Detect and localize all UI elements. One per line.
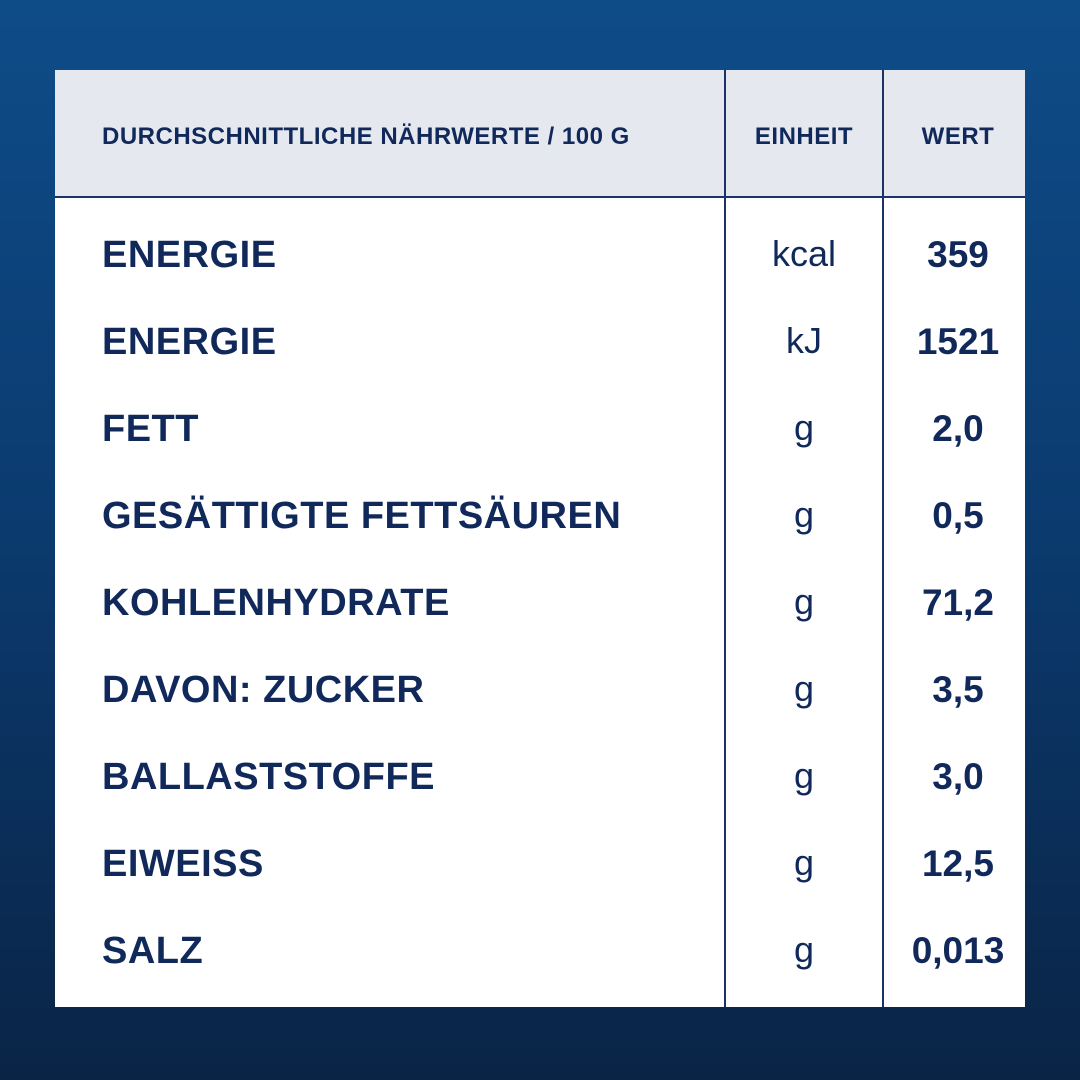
unit-cell: kcal [771, 233, 837, 274]
column-divider [882, 70, 884, 1007]
nutrient-label: FETT [102, 408, 199, 450]
nutrient-label: DAVON: ZUCKER [102, 669, 425, 711]
table-header [55, 70, 1025, 198]
value-cell: 0,013 [911, 930, 1005, 971]
unit-cell: g [793, 494, 815, 535]
value-cell: 12,5 [921, 843, 994, 884]
value-cell: 2,0 [932, 408, 984, 449]
unit-cell: g [793, 842, 815, 883]
header-cell: WERT [921, 123, 995, 150]
unit-cell: kJ [786, 320, 822, 361]
value-cell: 0,5 [932, 495, 984, 536]
nutrient-label: BALLASTSTOFFE [102, 756, 436, 798]
nutrient-label: GESÄTTIGTE FETTSÄUREN [102, 495, 622, 537]
header-cell: EINHEIT [754, 123, 854, 150]
nutrient-label: SALZ [102, 930, 204, 972]
value-cell: 3,5 [932, 669, 984, 710]
unit-cell: g [793, 407, 815, 448]
unit-cell: g [793, 755, 815, 796]
unit-cell: g [793, 581, 815, 622]
unit-cell: g [793, 929, 815, 970]
value-cell: 71,2 [921, 582, 994, 623]
value-cell: 359 [927, 234, 989, 275]
column-divider [724, 70, 726, 1007]
nutrient-label: EIWEISS [102, 843, 264, 885]
value-cell: 3,0 [932, 756, 984, 797]
nutrient-label: ENERGIE [102, 234, 277, 276]
header-cell: DURCHSCHNITTLICHE NÄHRWERTE / 100 G [102, 123, 630, 150]
value-cell: 1521 [916, 321, 1000, 362]
nutrition-table: DURCHSCHNITTLICHE NÄHRWERTE / 100 G EINH… [55, 70, 1025, 1007]
nutrient-label: ENERGIE [102, 321, 277, 363]
nutrient-label: KOHLENHYDRATE [102, 582, 450, 624]
unit-cell: g [793, 668, 815, 709]
